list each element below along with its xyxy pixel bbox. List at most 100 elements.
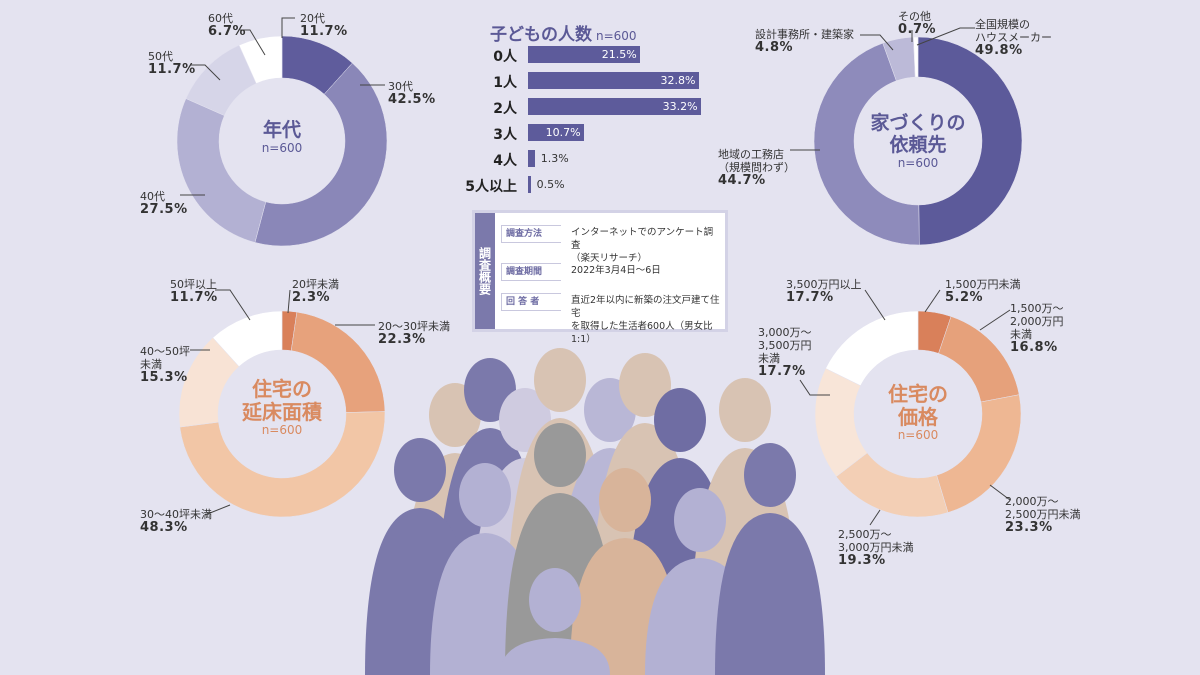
slice-value: 48.3%: [140, 520, 188, 535]
donut-slice: [179, 411, 386, 518]
slice-label: 60代 6.7%: [208, 12, 246, 38]
slice-label-text: 設計事務所・建築家: [755, 28, 854, 41]
slice-label: 設計事務所・建築家 4.8%: [755, 28, 854, 54]
slice-label-text: 2,000万～ 2,500万円未満: [1005, 495, 1081, 521]
slice-label-text: 50坪以上: [170, 278, 217, 291]
slice-label-text: 20代: [300, 12, 325, 25]
slice-value: 44.7%: [718, 173, 766, 188]
slice-value: 0.7%: [898, 22, 937, 37]
slice-value: 42.5%: [388, 92, 436, 107]
slice-label-text: 40～50坪 未満: [140, 345, 190, 371]
slice-label-text: その他: [898, 10, 931, 23]
slice-value: 22.3%: [378, 332, 426, 347]
slice-label: 20代 11.7%: [300, 12, 348, 38]
bar-value: 0.5%: [536, 178, 565, 191]
bar-row: 3人 10.7%: [440, 124, 760, 143]
slice-label: 20～30坪未満 22.3%: [378, 320, 450, 346]
slice-label: 40～50坪 未満 15.3%: [140, 345, 190, 384]
floor-chart-title: 住宅の 延床面積 n=600: [242, 377, 322, 437]
survey-summary-box: 調査概要 調査方法 インターネットでのアンケート調査 （楽天リサーチ） 調査期間 2…: [472, 210, 728, 345]
bar: [528, 72, 699, 89]
slice-label-text: 2,500万～ 3,000万円未満: [838, 528, 914, 554]
bar-row: 4人 1.3%: [440, 150, 760, 169]
bar: [528, 150, 535, 167]
bar-category: 2人: [493, 101, 517, 117]
slice-label-text: 30～40坪未満: [140, 508, 212, 521]
slice-label-text: 40代: [140, 190, 165, 203]
slice-label: 2,000万～ 2,500万円未満 23.3%: [1005, 495, 1081, 534]
builder-chart-title: 家づくりの 依頼先 n=600: [870, 112, 966, 170]
bar-category: 1人: [493, 75, 517, 91]
price-donut: [814, 310, 1022, 518]
slice-label: 3,000万～ 3,500万円 未満 17.7%: [758, 326, 812, 378]
slice-label: 全国規模の ハウスメーカー 49.8%: [975, 18, 1052, 57]
bar: [528, 124, 584, 141]
price-chart-title: 住宅の 価格 n=600: [888, 382, 948, 442]
slice-label-text: 50代: [148, 50, 173, 63]
slice-label: 2,500万～ 3,000万円未満 19.3%: [838, 528, 914, 567]
bar-value: 21.5%: [601, 48, 637, 61]
bar-value: 10.7%: [545, 126, 581, 139]
bar-row: 0人 21.5%: [440, 46, 760, 65]
donut-slice: [813, 42, 920, 246]
slice-value: 17.7%: [758, 364, 806, 379]
slice-value: 17.7%: [786, 290, 834, 305]
slice-label: 20坪未満 2.3%: [292, 278, 339, 304]
slice-label: 50坪以上 11.7%: [170, 278, 218, 304]
bar-row: 5人以上 0.5%: [440, 176, 760, 195]
slice-value: 5.2%: [945, 290, 984, 305]
floor-donut: [178, 310, 386, 518]
slice-label-text: 3,000万～ 3,500万円 未満: [758, 326, 812, 365]
people-illustration: [365, 348, 825, 675]
donut-slice: [913, 36, 919, 78]
slice-label: その他 0.7%: [898, 10, 936, 36]
survey-title: 調査概要: [475, 213, 495, 329]
slice-label-text: 3,500万円以上: [786, 278, 862, 291]
slice-label: 30～40坪未満 48.3%: [140, 508, 212, 534]
slice-label-text: 1,500万円未満: [945, 278, 1021, 291]
bar-value: 32.8%: [660, 74, 696, 87]
bar: [528, 46, 640, 63]
slice-value: 16.8%: [1010, 340, 1058, 355]
bar-category: 5人以上: [465, 179, 517, 195]
slice-value: 11.7%: [170, 290, 218, 305]
slice-value: 49.8%: [975, 43, 1023, 58]
age-donut: [176, 35, 388, 247]
person-silhouette: [715, 443, 825, 675]
donut-slice: [212, 310, 283, 367]
bar-category: 4人: [493, 153, 517, 169]
slice-label-text: 1,500万～ 2,000万円 未満: [1010, 302, 1064, 341]
slice-label: 3,500万円以上 17.7%: [786, 278, 862, 304]
slice-label-text: 20坪未満: [292, 278, 339, 291]
slice-label: 50代 11.7%: [148, 50, 196, 76]
person-silhouette: [500, 568, 610, 675]
slice-label-text: 20～30坪未満: [378, 320, 450, 333]
bar-value: 1.3%: [540, 152, 569, 165]
slice-label-text: 地域の工務店 （規模問わず）: [718, 148, 795, 174]
bar-row: 2人 33.2%: [440, 98, 760, 117]
slice-value: 4.8%: [755, 40, 794, 55]
bar-category: 0人: [493, 49, 517, 65]
leader-lines: [180, 17, 1011, 526]
slice-value: 2.3%: [292, 290, 331, 305]
slice-label-text: 30代: [388, 80, 413, 93]
donut-slice: [254, 62, 388, 247]
age-chart-title: 年代 n=600: [261, 119, 303, 155]
bar-row: 1人 32.8%: [440, 72, 760, 91]
children-chart-title: 子どもの人数 n=600: [490, 25, 637, 45]
slice-value: 6.7%: [208, 24, 247, 39]
donut-slice: [825, 310, 919, 386]
slice-label-text: 60代: [208, 12, 233, 25]
slice-label: 地域の工務店 （規模問わず） 44.7%: [718, 148, 795, 187]
slice-label: 1,500万～ 2,000万円 未満 16.8%: [1010, 302, 1064, 354]
slice-label: 1,500万円未満 5.2%: [945, 278, 1021, 304]
slice-value: 15.3%: [140, 370, 188, 385]
bar: [528, 98, 701, 115]
slice-value: 11.7%: [300, 24, 348, 39]
slice-label-text: 全国規模の ハウスメーカー: [975, 18, 1052, 44]
bar: [528, 176, 531, 193]
slice-value: 23.3%: [1005, 520, 1053, 535]
slice-value: 27.5%: [140, 202, 188, 217]
slice-value: 11.7%: [148, 62, 196, 77]
